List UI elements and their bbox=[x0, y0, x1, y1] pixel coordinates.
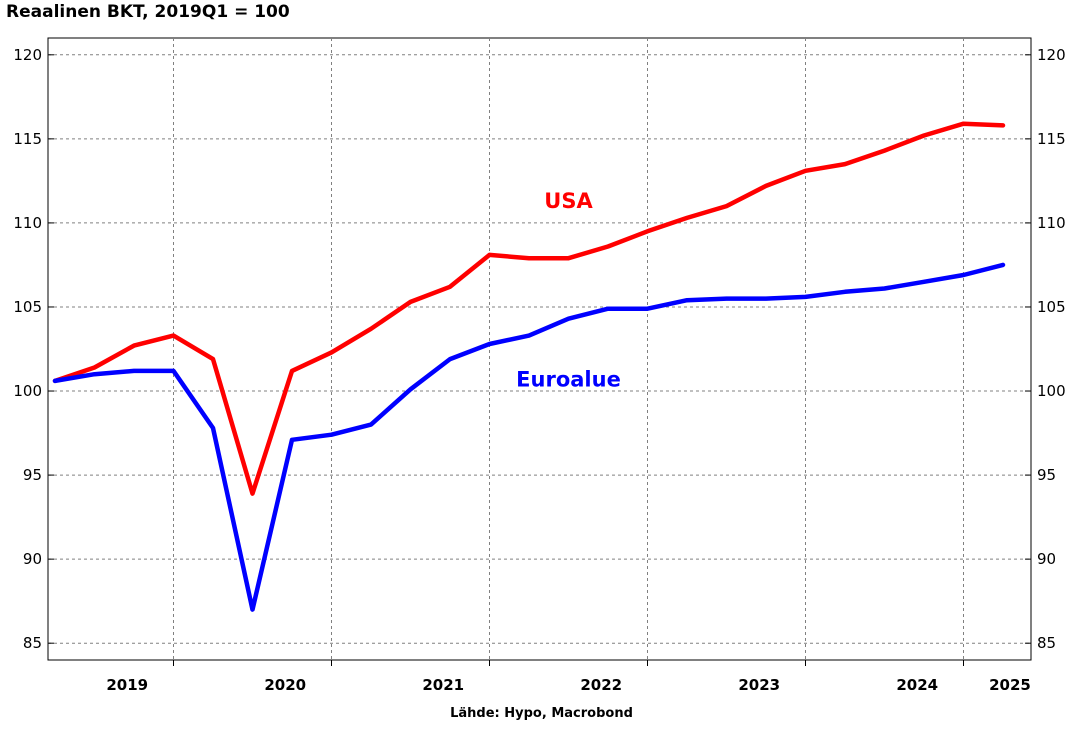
axes: 85 85 90 90 95 95 100 100 105 105 110 110 115 115 120 1… bbox=[13, 46, 1065, 694]
plot-area bbox=[47, 37, 1032, 661]
y-tick-label-left: 110 bbox=[13, 214, 42, 232]
y-tick-label-left: 85 bbox=[23, 634, 42, 652]
series-label-usa: USA bbox=[544, 189, 593, 213]
series-line-euroalue bbox=[52, 262, 1006, 612]
y-tick-label-right: 120 bbox=[1037, 46, 1066, 64]
x-tick-label: 2020 bbox=[264, 676, 306, 694]
x-tick-label: 2022 bbox=[580, 676, 622, 694]
y-tick-label-right: 115 bbox=[1037, 130, 1066, 148]
grid-lines bbox=[48, 38, 1031, 660]
y-tick-label-left: 95 bbox=[23, 466, 42, 484]
x-tick-label: 2025 bbox=[989, 676, 1031, 694]
x-tick-label: 2023 bbox=[738, 676, 780, 694]
source-note: Lähde: Hypo, Macrobond bbox=[450, 706, 633, 721]
y-tick-label-left: 100 bbox=[13, 382, 42, 400]
y-tick-label-right: 90 bbox=[1037, 550, 1056, 568]
y-tick-label-left: 120 bbox=[13, 46, 42, 64]
chart-title: Reaalinen BKT, 2019Q1 = 100 bbox=[6, 2, 290, 22]
series-line-usa bbox=[52, 121, 1006, 496]
y-tick-label-left: 115 bbox=[13, 130, 42, 148]
y-tick-label-right: 110 bbox=[1037, 214, 1066, 232]
x-tick-label: 2019 bbox=[106, 676, 148, 694]
y-tick-label-left: 90 bbox=[23, 550, 42, 568]
y-tick-label-right: 95 bbox=[1037, 466, 1056, 484]
y-tick-label-right: 85 bbox=[1037, 634, 1056, 652]
series-label-euroalue: Euroalue bbox=[516, 368, 621, 392]
y-tick-label-right: 100 bbox=[1037, 382, 1066, 400]
y-tick-label-left: 105 bbox=[13, 298, 42, 316]
x-tick-label: 2024 bbox=[896, 676, 938, 694]
x-tick-label: 2021 bbox=[422, 676, 464, 694]
data-series bbox=[52, 121, 1006, 612]
y-tick-label-right: 105 bbox=[1037, 298, 1066, 316]
series-labels: USA Euroalue bbox=[516, 189, 621, 392]
